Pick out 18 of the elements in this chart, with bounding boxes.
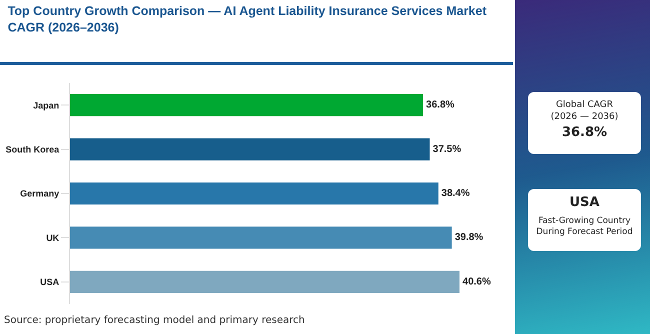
data-label: 38.4% bbox=[441, 188, 470, 199]
y-tick-label: Japan bbox=[33, 100, 60, 110]
data-label: 39.8% bbox=[454, 232, 484, 244]
bar bbox=[70, 138, 430, 160]
side-panel: Global CAGR (2026 — 2036) 36.8% USA Fast-Growing Country During Forecast Period bbox=[515, 0, 650, 334]
bar bbox=[70, 270, 460, 293]
y-tick-label: UK bbox=[46, 232, 60, 243]
bar bbox=[70, 182, 438, 205]
data-label: 36.8% bbox=[426, 100, 455, 111]
bar bbox=[70, 226, 452, 249]
source-note: Source: proprietary forecasting model and primary research bbox=[4, 315, 305, 326]
y-tick-label: South Korea bbox=[6, 144, 60, 154]
data-label: 37.5% bbox=[432, 144, 462, 155]
y-tick-label: USA bbox=[40, 277, 60, 288]
y-tick-label: Germany bbox=[20, 188, 60, 199]
chart-title: Top Country Growth Comparison — AI Agent Liability Insurance Services Market CAGR (2026–2036) bbox=[8, 4, 488, 34]
data-label: 40.6% bbox=[462, 276, 491, 288]
bar bbox=[70, 94, 424, 116]
